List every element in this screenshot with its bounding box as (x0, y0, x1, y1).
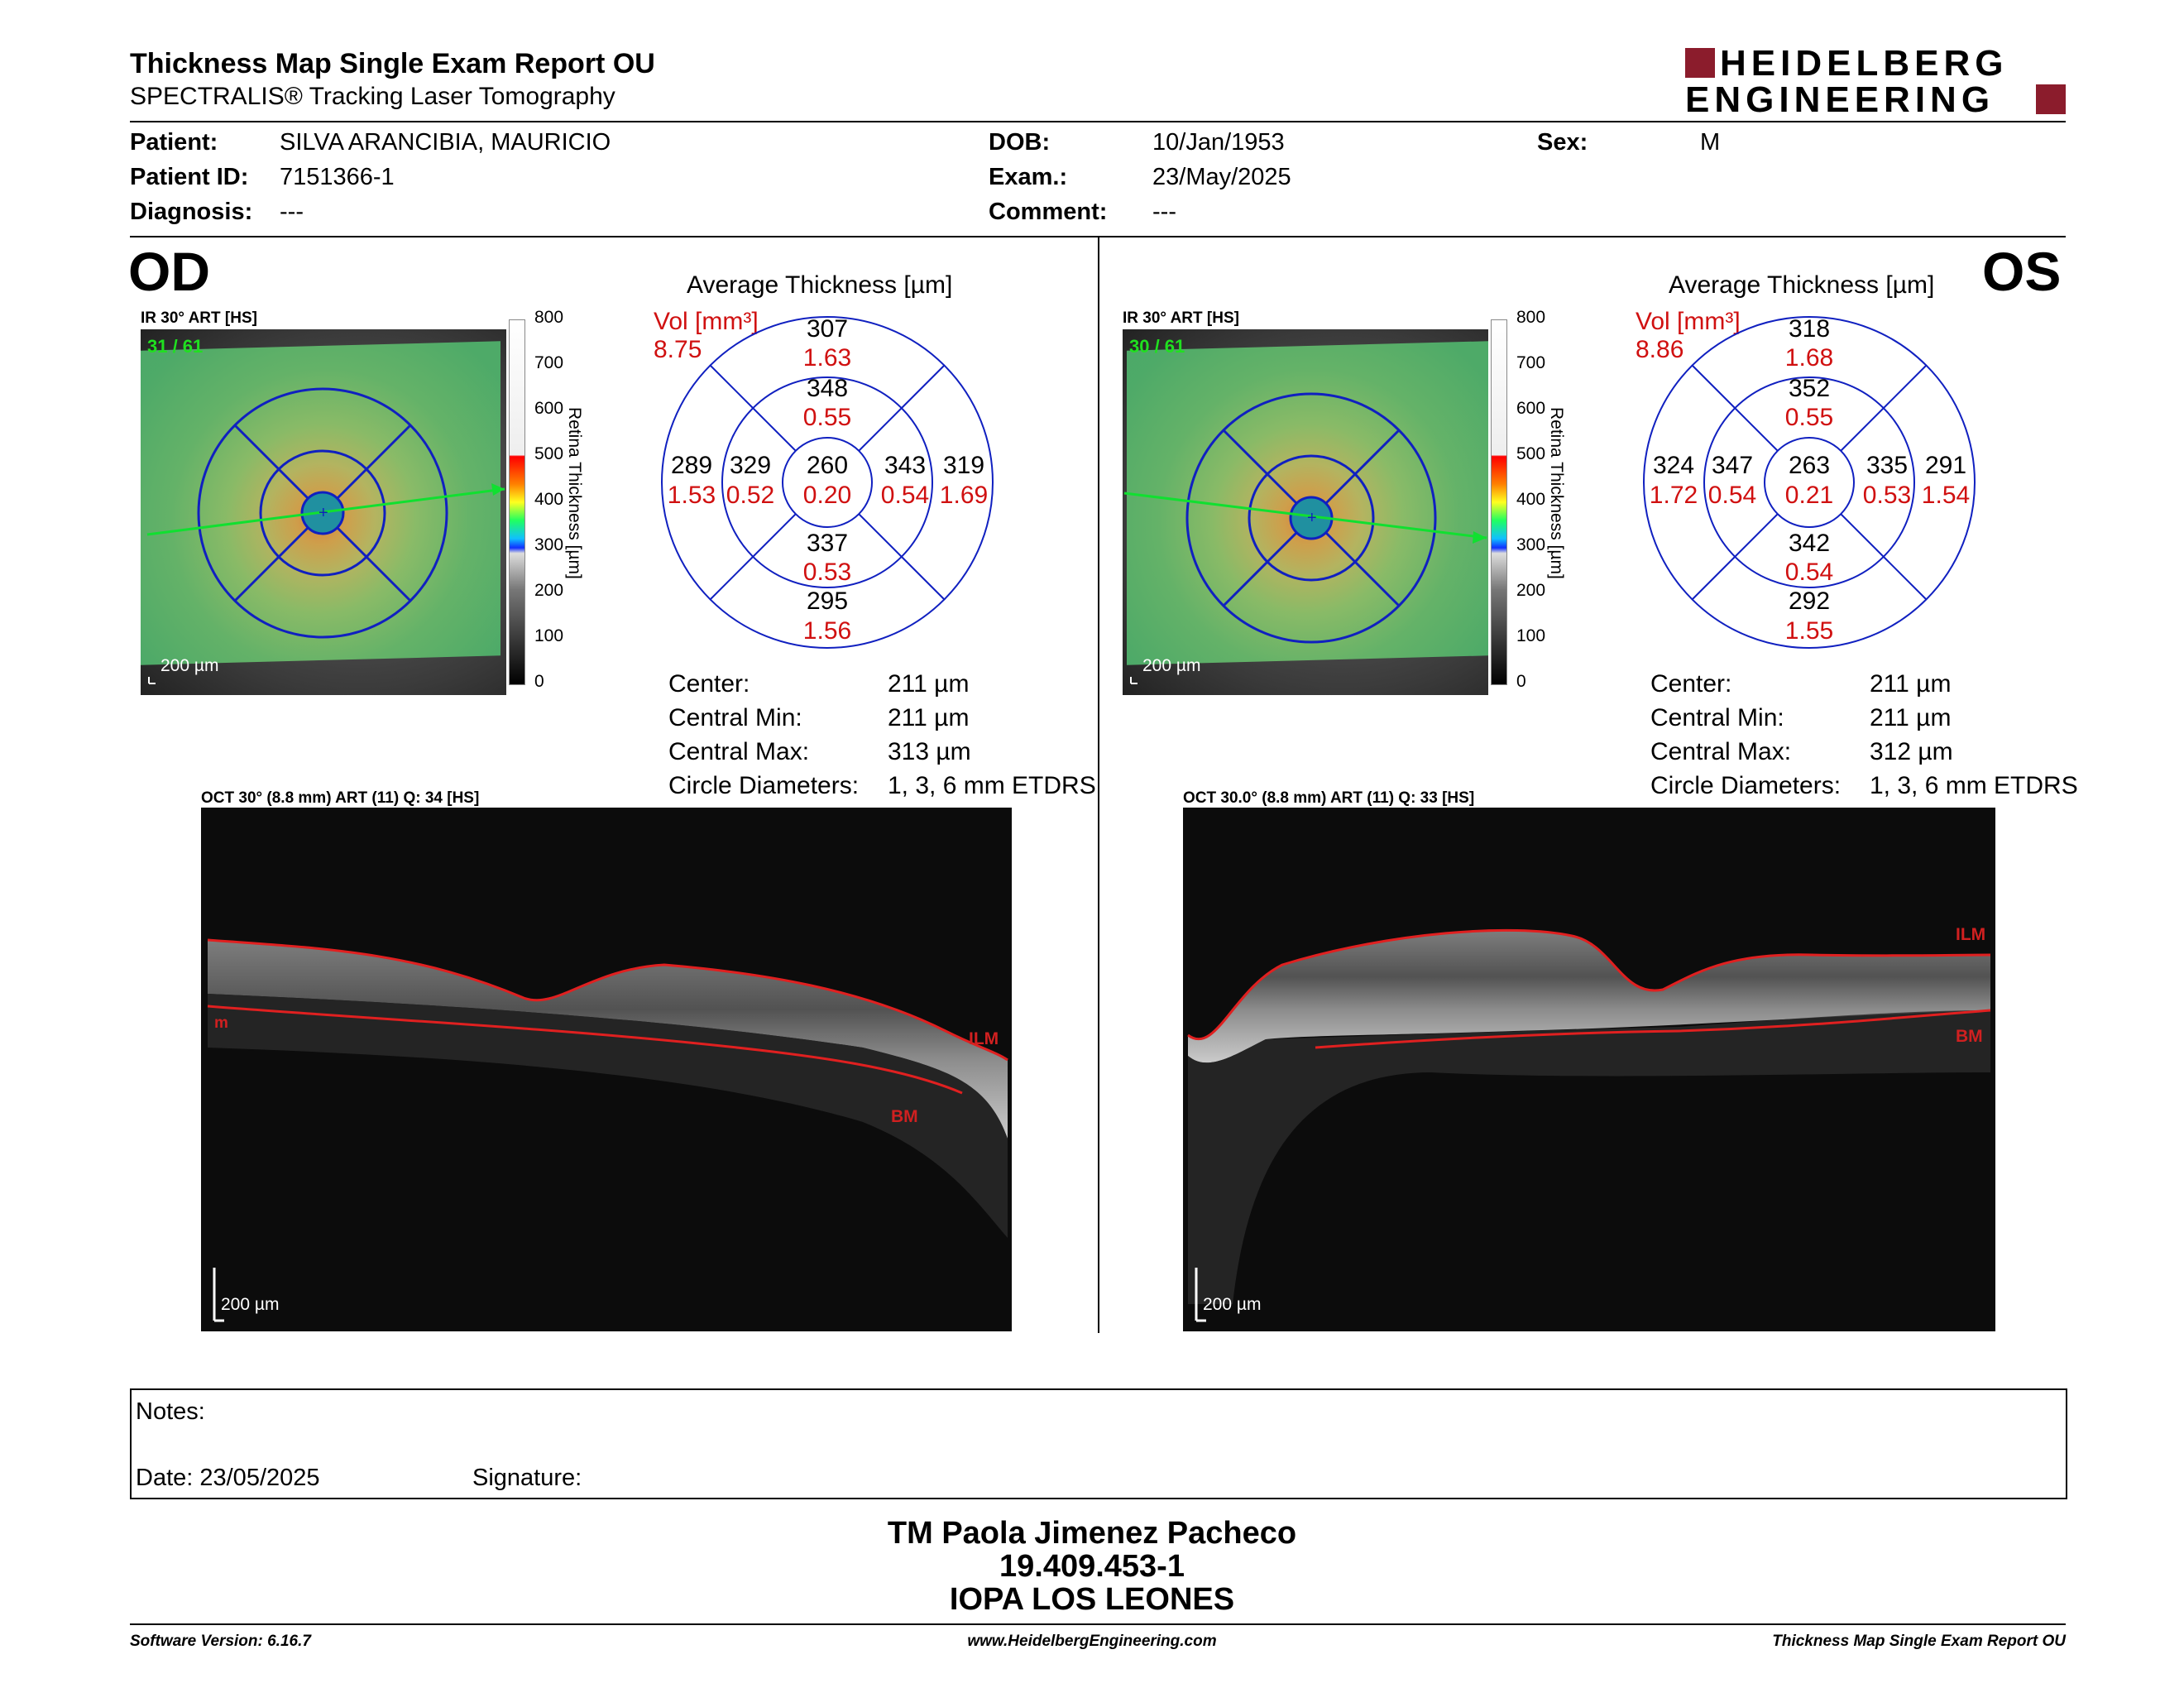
od-vol-value: 8.75 (654, 336, 702, 363)
od-cmin-label: Central Min: (668, 704, 802, 731)
patient-id-value: 7151366-1 (280, 164, 395, 190)
software-version: Software Version: 6.16.7 (130, 1633, 311, 1650)
od-oct-caption: OCT 30° (8.8 mm) ART (11) Q: 34 [HS] (201, 789, 480, 807)
od-etdrs-grid (661, 316, 994, 649)
diagnosis-value: --- (280, 199, 304, 225)
od-fundus-caption: IR 30° ART [HS] (141, 309, 257, 327)
eye-divider (1098, 237, 1099, 1333)
od-circle-label: Circle Diameters: (668, 772, 860, 799)
signer-rut: 19.409.453-1 (999, 1549, 1185, 1584)
os-circle-label: Circle Diameters: (1650, 772, 1842, 799)
os-etdrs-grid (1643, 316, 1976, 649)
od-cmax-value: 313 µm (888, 738, 971, 765)
os-vol-value: 8.86 (1636, 336, 1684, 363)
os-cmax-label: Central Max: (1650, 738, 1792, 765)
header-divider (130, 121, 2066, 122)
notes-label: Notes: (136, 1398, 205, 1425)
od-oct-scalebar-label: 200 µm (221, 1295, 280, 1314)
od-ilm-label: ILM (969, 1029, 999, 1048)
od-avg-thickness-title: Average Thickness [µm] (687, 271, 953, 299)
od-circle-value: 1, 3, 6 mm ETDRS (888, 772, 1096, 799)
signature-label: Signature: (472, 1465, 582, 1491)
os-center-label: Center: (1650, 670, 1732, 698)
patient-label: Patient: (130, 129, 218, 156)
footer-report-name: Thickness Map Single Exam Report OU (1772, 1633, 2066, 1650)
comment-label: Comment: (989, 199, 1108, 225)
report-subtitle: SPECTRALIS® Tracking Laser Tomography (130, 83, 615, 110)
heidelberg-logo: HEIDELBERG ENGINEERING (1685, 43, 2066, 120)
os-cmin-label: Central Min: (1650, 704, 1784, 731)
logo-line-1: HEIDELBERG (1720, 43, 2009, 84)
exam-label: Exam.: (989, 164, 1068, 190)
signer-name: TM Paola Jimenez Pacheco (887, 1516, 1297, 1551)
os-oct-caption: OCT 30.0° (8.8 mm) ART (11) Q: 33 [HS] (1183, 789, 1475, 807)
od-cmin-value: 211 µm (888, 704, 970, 731)
od-cmax-label: Central Max: (668, 738, 810, 765)
signer-institution: IOPA LOS LEONES (949, 1582, 1235, 1617)
patient-id-label: Patient ID: (130, 164, 249, 190)
logo-line-2: ENGINEERING (1685, 79, 1995, 120)
os-ilm-label: ILM (1956, 925, 1986, 944)
os-oct-scalebar-label: 200 µm (1203, 1295, 1262, 1314)
report-title: Thickness Map Single Exam Report OU (130, 48, 655, 79)
od-m-label: m (214, 1014, 228, 1032)
od-oct-scan: m ILM BM 200 µm (201, 808, 1012, 1331)
od-thickness-scale (509, 319, 525, 685)
os-circle-value: 1, 3, 6 mm ETDRS (1870, 772, 2078, 799)
svg-text:+: + (318, 504, 328, 522)
od-scale-title: Retina Thickness [µm] (565, 407, 584, 579)
os-cmax-value: 312 µm (1870, 738, 1953, 765)
od-fundus-scalebar-label: 200 µm (160, 656, 219, 675)
patient-name: SILVA ARANCIBIA, MAURICIO (280, 129, 611, 156)
dob-label: DOB: (989, 129, 1051, 156)
od-label: OD (128, 241, 210, 302)
os-fundus-caption: IR 30° ART [HS] (1123, 309, 1239, 327)
footer-divider (130, 1623, 2066, 1625)
od-vol-label: Vol [mm³] (654, 308, 759, 335)
od-bm-label: BM (891, 1107, 918, 1126)
od-center-value: 211 µm (888, 670, 970, 698)
od-fundus-image: + 31 / 61 200 µm (141, 329, 506, 695)
website-link[interactable]: www.HeidelbergEngineering.com (967, 1633, 1217, 1650)
exam-value: 23/May/2025 (1152, 164, 1291, 190)
comment-value: --- (1152, 199, 1176, 225)
os-thickness-scale (1491, 319, 1507, 685)
od-frame-count: 31 / 61 (147, 336, 204, 357)
os-scale-title: Retina Thickness [µm] (1547, 407, 1566, 579)
os-avg-thickness-title: Average Thickness [µm] (1669, 271, 1935, 299)
sex-value: M (1700, 129, 1721, 156)
os-cmin-value: 211 µm (1870, 704, 1952, 731)
os-frame-count: 30 / 61 (1129, 336, 1185, 357)
os-center-value: 211 µm (1870, 670, 1952, 698)
os-bm-label: BM (1956, 1027, 1983, 1046)
os-vol-label: Vol [mm³] (1636, 308, 1741, 335)
od-center-label: Center: (668, 670, 750, 698)
notes-box[interactable]: Notes: Date: 23/05/2025 Signature: (130, 1388, 2067, 1499)
diagnosis-label: Diagnosis: (130, 199, 253, 225)
os-fundus-scalebar-label: 200 µm (1142, 656, 1201, 675)
svg-text:+: + (1307, 509, 1317, 527)
os-oct-scan: ILM BM 200 µm (1183, 808, 1995, 1331)
os-fundus-image: + 30 / 61 200 µm (1123, 329, 1488, 695)
dob-value: 10/Jan/1953 (1152, 129, 1285, 156)
sex-label: Sex: (1537, 129, 1588, 156)
os-label: OS (1982, 241, 2062, 302)
info-divider (130, 236, 2066, 237)
date-label: Date: 23/05/2025 (136, 1465, 320, 1491)
